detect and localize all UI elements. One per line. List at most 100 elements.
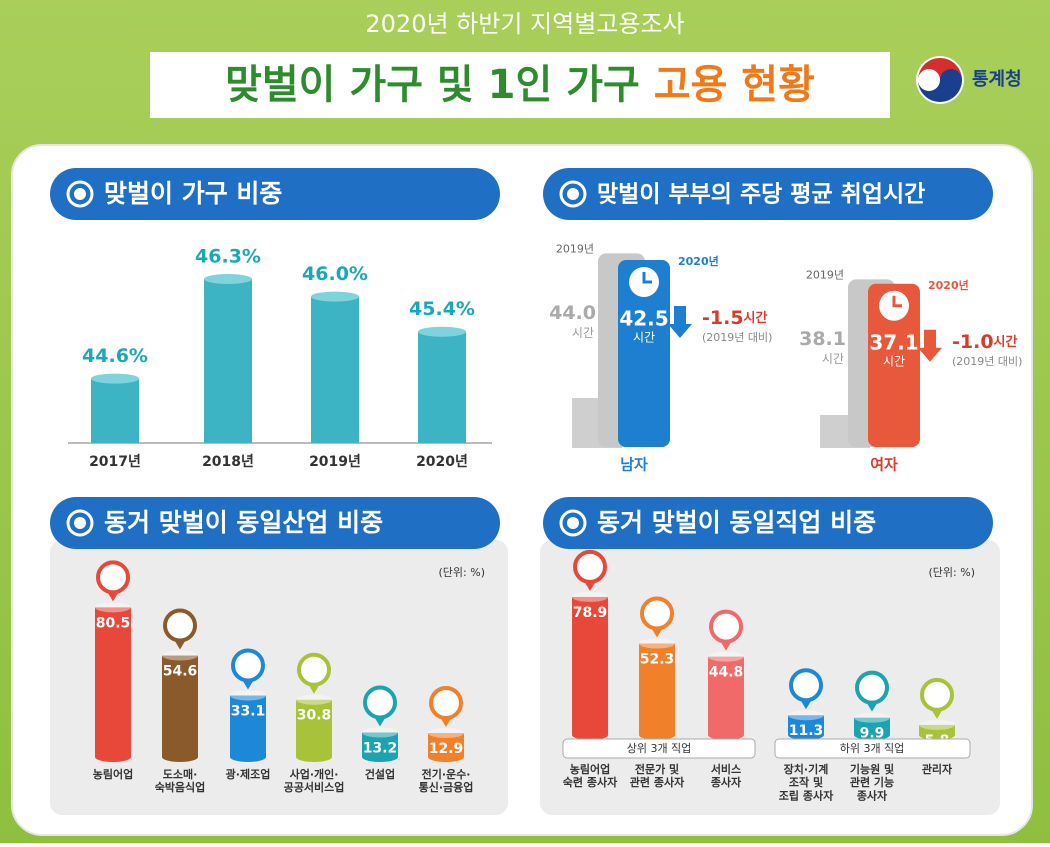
- change-number: -1.5: [702, 307, 744, 329]
- text-line: 종사자: [711, 775, 742, 789]
- bar: [418, 331, 466, 443]
- pin-icon: [855, 670, 889, 705]
- x-label: 2019년: [309, 454, 361, 470]
- pin-icon: [640, 596, 674, 631]
- value-label: 9.9: [860, 726, 885, 742]
- text-line: 조립 종사자: [779, 788, 834, 802]
- pin-icon: [363, 685, 397, 720]
- pill: [50, 497, 500, 549]
- bullet: [66, 180, 94, 208]
- text-line: 숙박음식업: [155, 780, 206, 794]
- bar: [230, 695, 266, 757]
- title-highlight: 고용 현황: [654, 62, 815, 108]
- text-line: 농림어업: [570, 762, 610, 776]
- change-arrow: [668, 306, 692, 338]
- change-value: -1.0시간: [952, 330, 1018, 352]
- unit-label: 시간: [572, 326, 594, 340]
- x-label: 사업·개인· 공공서비스업: [284, 767, 345, 794]
- bar-base: [639, 730, 675, 740]
- unit-label: (단위: %): [929, 566, 975, 579]
- bar-cap: [428, 728, 464, 739]
- bar-cap: [95, 602, 131, 613]
- section-header: 맞벌이 부부의 주당 평균 취업시간: [543, 168, 993, 220]
- bullet: [559, 509, 587, 537]
- pin-icon: [709, 609, 743, 644]
- bar-cap: [919, 719, 955, 730]
- bar-cap: [362, 727, 398, 738]
- bar-cap: [311, 291, 359, 302]
- x-label: 기능원 및 관련 기능 종사자: [850, 762, 894, 802]
- x-label: 전기·운수· 통신·금융업: [419, 767, 474, 794]
- group-label: 상위 3개 직업: [627, 742, 692, 755]
- bullet: [74, 517, 86, 529]
- change-note: (2019년 대비): [702, 331, 772, 344]
- pin-icon: [163, 608, 197, 643]
- text-line: 공공서비스업: [284, 780, 345, 794]
- x-label: 2020년: [416, 454, 468, 470]
- text-line: 종사자: [857, 788, 888, 802]
- value-label: 80.5: [96, 615, 131, 631]
- bar: [788, 715, 824, 735]
- text-line: 관련 종사자: [630, 775, 685, 789]
- x-label: 2017년: [89, 454, 141, 470]
- text-line: 기능원 및: [850, 762, 894, 776]
- value-label: 46.3%: [195, 246, 261, 268]
- series-label: 2020년: [928, 278, 969, 292]
- value-label: 37.1: [869, 330, 918, 354]
- bullet: [74, 188, 86, 200]
- value-label: 38.1: [799, 328, 846, 350]
- section-header: 동거 맞벌이 동일직업 비중: [543, 497, 993, 549]
- bar-base: [919, 730, 955, 740]
- x-label: 전문가 및 관련 종사자: [630, 762, 685, 789]
- section-title: 동거 맞벌이 동일직업 비중: [597, 508, 876, 537]
- value-label: 44.8: [709, 665, 744, 681]
- bar-cap: [162, 650, 198, 661]
- value-label: 42.5: [619, 307, 668, 331]
- group-bar: [562, 738, 756, 759]
- bar-cap: [708, 651, 744, 662]
- text-line: 통신·금융업: [419, 780, 474, 794]
- bar-base: [572, 730, 608, 740]
- value-label: 54.6: [163, 664, 198, 680]
- bar: [639, 643, 675, 735]
- bullet: [567, 517, 579, 529]
- bar-2020: [868, 283, 920, 447]
- x-label: 장치·기계 조작 및 조립 종사자: [779, 762, 834, 802]
- bar: [162, 655, 198, 757]
- x-label: 관리자: [922, 762, 953, 776]
- pin-icon: [573, 549, 607, 584]
- bar-cap: [230, 690, 266, 701]
- value-label: 78.9: [573, 605, 608, 621]
- subtitle: 2020년 하반기 지역별고용조사: [365, 10, 684, 38]
- bar-base: [708, 730, 744, 740]
- logo-text: 통계청: [972, 69, 1022, 90]
- bar-base: [230, 752, 266, 762]
- change-unit: 시간: [744, 310, 768, 326]
- x-label: 도소매· 숙박음식업: [155, 767, 206, 794]
- bar-cap: [418, 326, 466, 337]
- bar-cap: [639, 638, 675, 649]
- section-header: 동거 맞벌이 동일산업 비중: [50, 497, 500, 549]
- bar-cap: [296, 694, 332, 705]
- section-title: 맞벌이 가구 비중: [104, 179, 282, 208]
- pin-icon: [297, 652, 331, 687]
- bar: [854, 717, 890, 735]
- clock-hands: [642, 272, 652, 284]
- series-label: 2019년: [806, 268, 844, 281]
- bar: [708, 656, 744, 735]
- text-line: 서비스: [711, 762, 741, 776]
- category-label: 여자: [870, 456, 898, 474]
- series-label: 2020년: [678, 254, 719, 268]
- pin-icon: [789, 668, 823, 703]
- text-line: 도소매·: [163, 767, 198, 781]
- x-label: 농림어업: [93, 767, 133, 781]
- text-line: 전기·운수·: [422, 767, 471, 781]
- bar-base: [428, 752, 464, 762]
- bar: [95, 607, 131, 757]
- bullet: [567, 188, 579, 200]
- bar-base: [362, 752, 398, 762]
- bar-base: [788, 730, 824, 740]
- bar: [919, 724, 955, 735]
- bar-base: [854, 730, 890, 740]
